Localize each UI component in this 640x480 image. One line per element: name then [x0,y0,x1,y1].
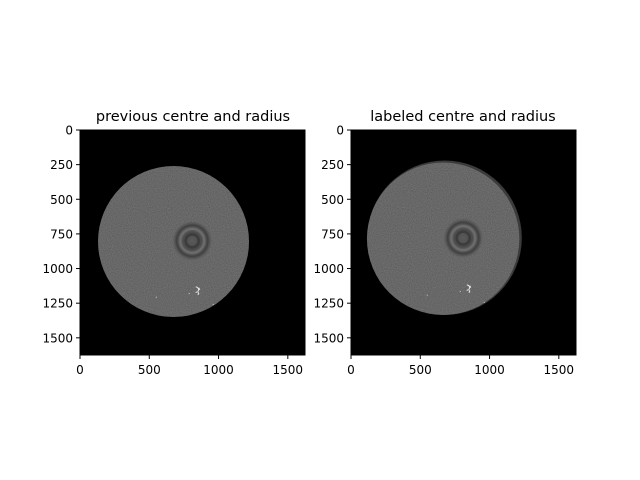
ring-outer [179,227,206,254]
bright-speck [212,303,214,305]
bright-speck [155,296,157,298]
y-ticks-left: 0 250 500 750 1000 1250 1500 [42,124,80,345]
chart-title-left: previous centre and radius [96,109,290,125]
bright-speck [459,291,461,293]
x-tick-label: 1000 [203,363,234,377]
x-ticks-left: 0 500 1000 1500 [76,355,303,377]
ring-inner [184,233,200,249]
y-tick-label: 750 [321,227,344,241]
x-tick-label: 500 [409,363,432,377]
y-tick-label: 500 [321,193,344,207]
ring-halo [172,220,213,261]
axes-right: labeled centre and radius 0 500 1000 1500 0… [313,109,577,377]
bright-speck [426,294,428,296]
y-tick-label: 250 [50,158,73,172]
y-tick-label: 1250 [313,297,344,311]
x-tick-label: 1000 [474,363,505,377]
x-tick-label: 0 [76,363,84,377]
axes-left: previous centre and radius 0 500 1000 1500 … [42,109,306,377]
ring-halo [443,218,484,259]
x-tick-label: 0 [347,363,355,377]
image-right [351,130,576,355]
y-tick-label: 750 [50,227,73,241]
y-tick-label: 500 [50,193,73,207]
y-tick-label: 1000 [313,262,344,276]
y-ticks-right: 0 250 500 750 1000 1250 1500 [313,124,351,345]
bright-speck [466,284,472,293]
axes-frame-left [79,129,306,356]
chart-title-right: labeled centre and radius [370,109,555,125]
ring-outer [450,225,477,252]
y-tick-label: 1500 [313,331,344,345]
ring-inner [455,230,471,246]
image-left [80,130,305,355]
y-tick-label: 1500 [42,331,73,345]
bright-speck [483,301,485,303]
y-tick-label: 1250 [42,297,73,311]
x-tick-label: 1500 [544,363,575,377]
x-ticks-right: 0 500 1000 1500 [347,355,574,377]
y-tick-label: 0 [65,124,73,138]
disc-grain [366,162,520,315]
y-tick-label: 1000 [42,262,73,276]
y-tick-label: 0 [336,124,344,138]
x-tick-label: 500 [138,363,161,377]
x-tick-label: 1500 [273,363,304,377]
bright-speck [195,286,201,296]
y-tick-label: 250 [321,158,344,172]
bright-speck [188,293,190,295]
axes-frame-right [350,129,577,356]
